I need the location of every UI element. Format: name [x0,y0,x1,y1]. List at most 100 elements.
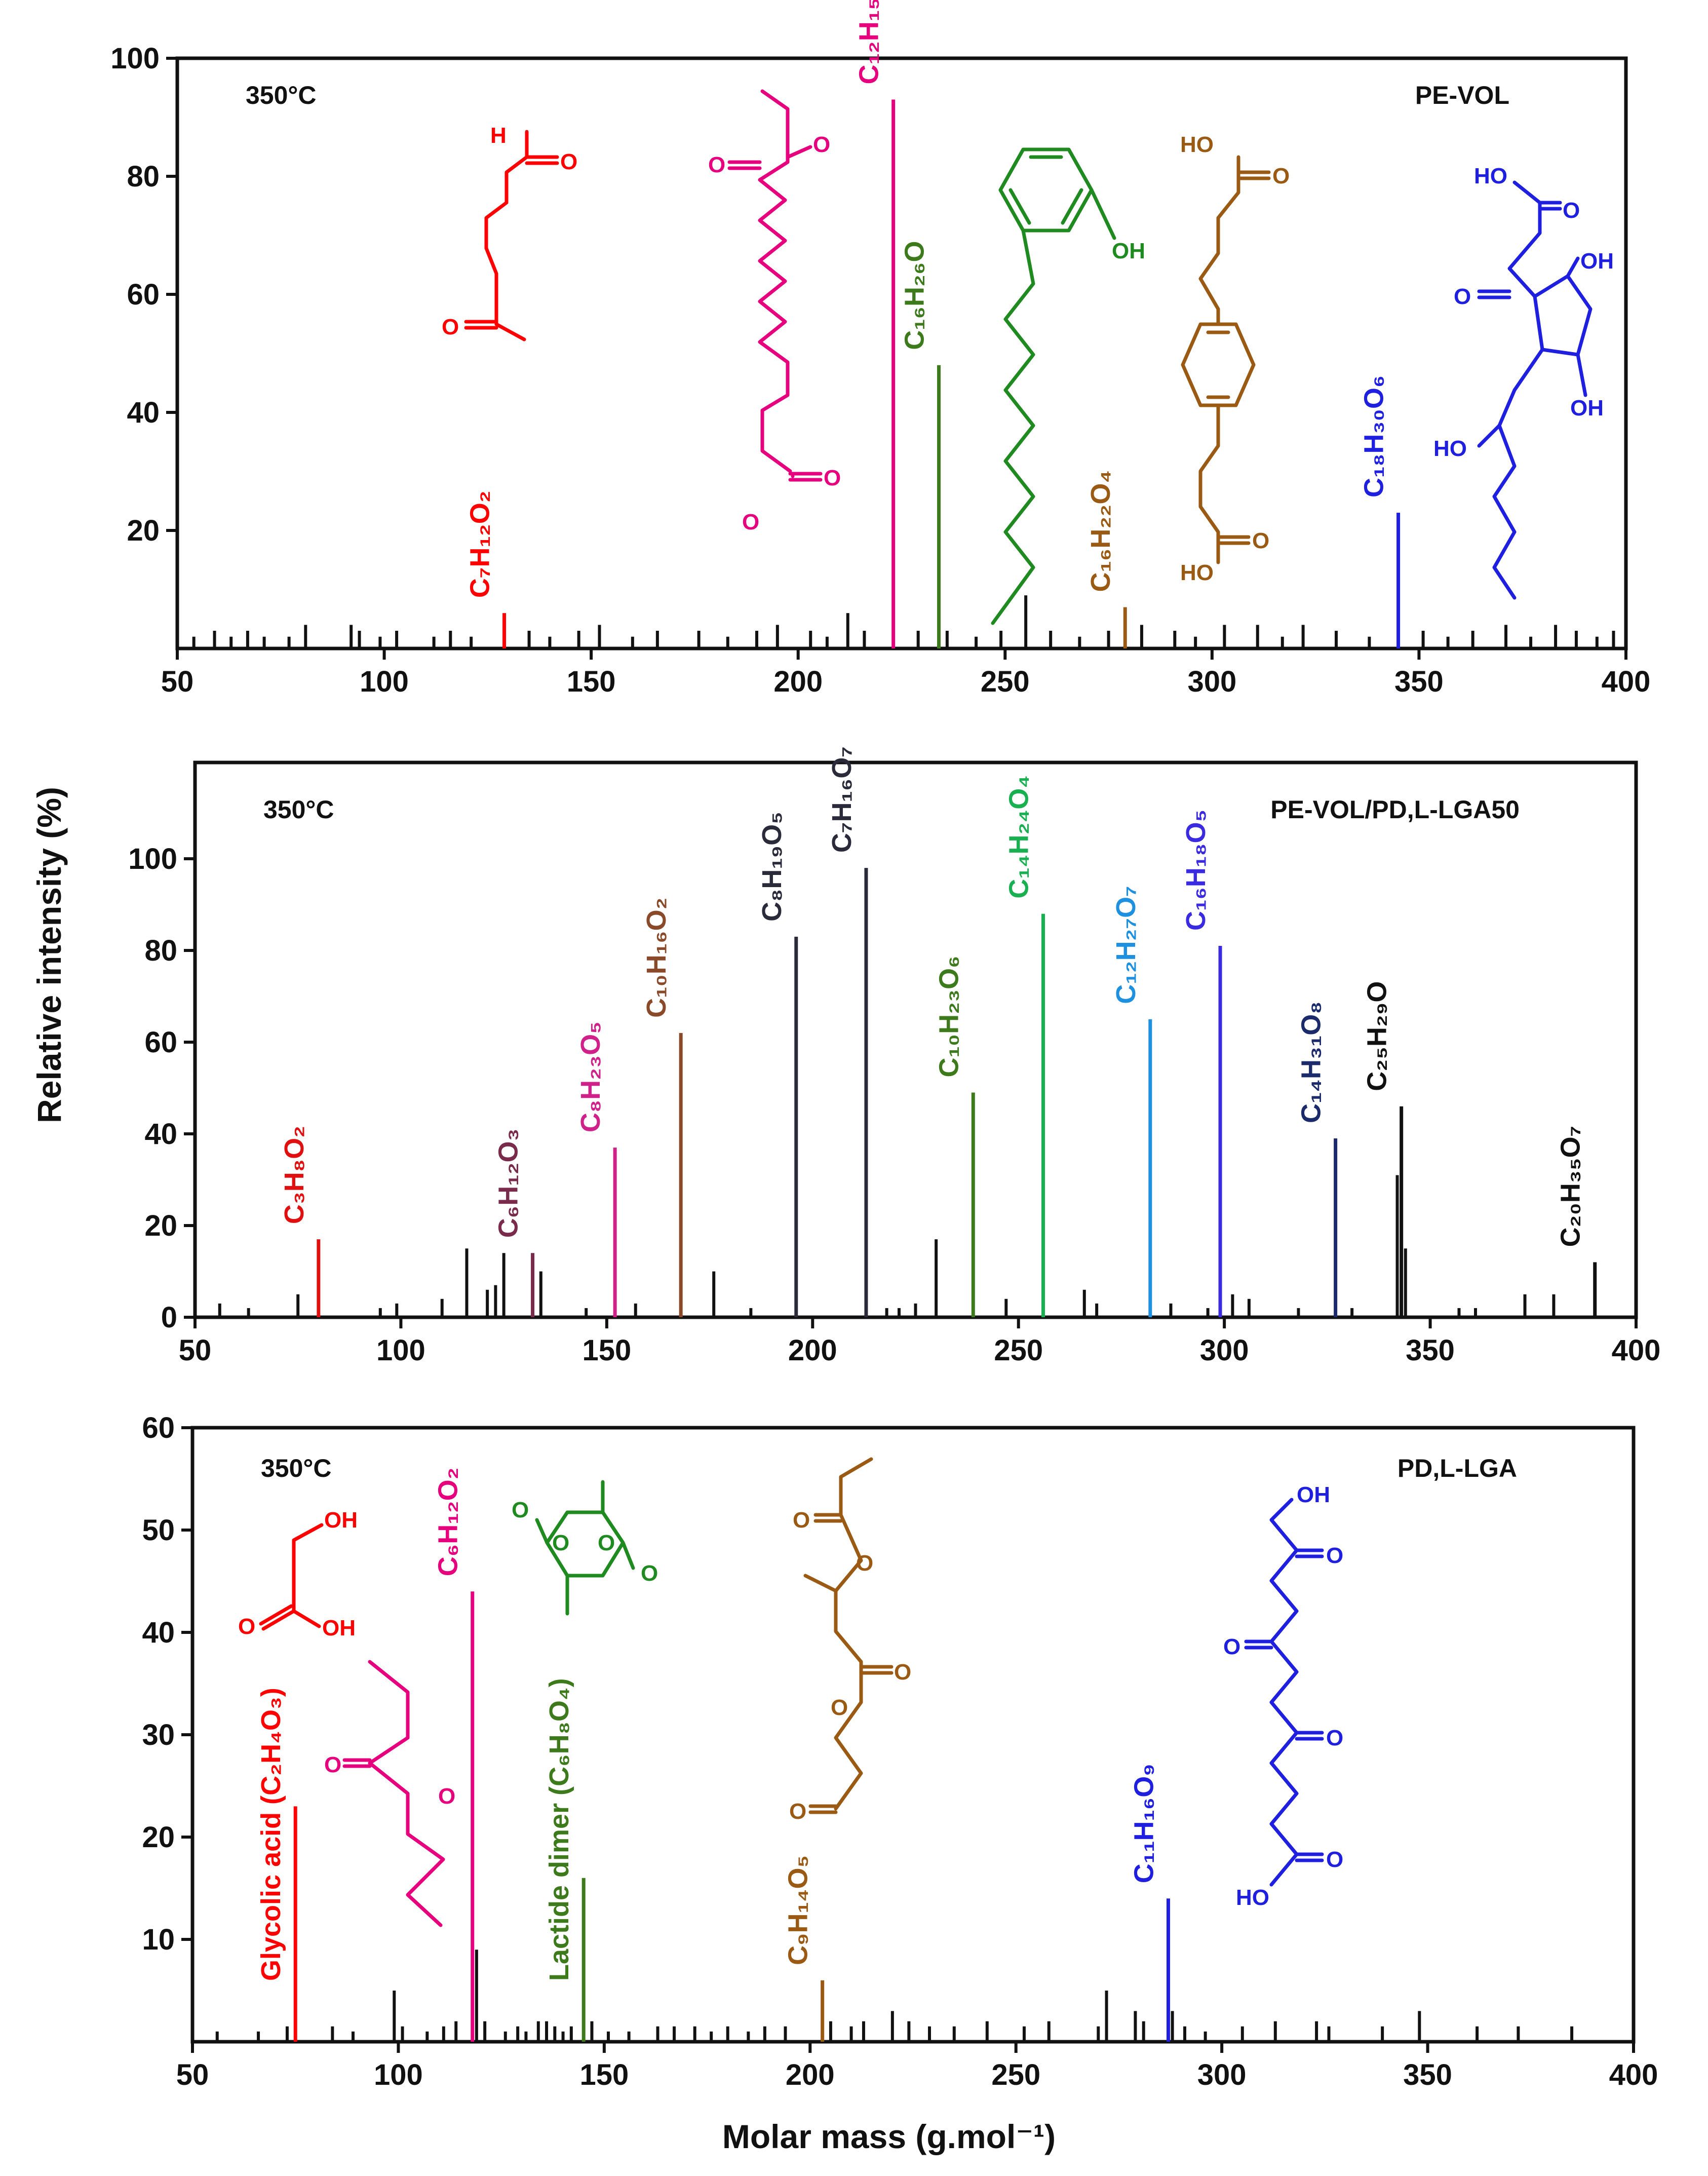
x-tick-label: 100 [374,2058,423,2091]
y-tick-label: 40 [127,396,160,429]
atom-label: O [641,1561,658,1586]
y-tick-label: 100 [128,843,177,875]
peak-label: C₆H₁₂O₃ [493,1128,524,1238]
x-tick-label: 200 [773,665,823,698]
y-tick-label: 10 [142,1923,175,1956]
atom-label: H [490,123,507,148]
structure-lactide: O O O O [512,1480,658,1616]
panel-title: PD,L-LGA [1398,1454,1517,1482]
atom-label: O [598,1531,615,1555]
plot-frame [175,56,1628,651]
atom-label: O [1326,1847,1343,1872]
x-tick-label: 250 [994,1334,1043,1367]
peak-label: C₁₈H₃₀O₆ [1359,375,1389,498]
peak-label: C₁₆H₂₂O₄ [1085,470,1116,592]
y-tick-label: 80 [144,934,177,967]
x-tick-label: 300 [1197,2058,1247,2091]
peak-label: C₂₀H₃₅O₇ [1556,1126,1586,1247]
peak-label: Lactide dimer (C₆H₈O₄) [544,1678,574,1981]
atom-label: O [1326,1726,1343,1750]
atom-label: O [1326,1543,1343,1568]
atom-label: OH [1112,239,1145,263]
atom-label: HO [1474,164,1507,188]
peak-label: C₉H₁₄O₅ [783,1855,813,1965]
atom-label: O [708,152,725,177]
atom-label: O [324,1752,341,1777]
y-tick-label: 80 [127,160,160,193]
x-tick-label: 100 [376,1334,425,1367]
peak-label: C₇H₁₆O₇ [827,746,857,853]
peak-label: C₁₂H₂₇O₇ [1111,886,1141,1004]
x-tick-label: 150 [582,1334,631,1367]
x-tick-label: 250 [991,2058,1040,2091]
panel-condition: 350°C [261,1454,332,1482]
x-axis-label: Molar mass (g.mol⁻¹) [722,2118,1056,2155]
atom-label: OH [324,1508,358,1533]
structure-glycolide-oligomer: OH O O O O HO [1223,1482,1343,1910]
panel-bottom: 50 100 150 200 250 300 350 400 10 20 30 40 50 60 350°C… [142,1411,1658,2091]
y-tick-label: 20 [142,1821,175,1854]
peak-label: C₈H₂₃O₅ [575,1021,606,1132]
atom-label: OH [322,1616,356,1640]
atom-label: HO [1180,560,1214,585]
atom-label: O [831,1695,848,1720]
x-tick-label: 150 [567,665,616,698]
x-tick-label: 200 [788,1334,837,1367]
y-tick-label: 60 [142,1411,175,1444]
atom-label: O [1223,1634,1240,1659]
x-tick-label: 300 [1187,665,1236,698]
x-tick-label: 50 [176,2058,209,2091]
x-tick-label: 350 [1394,665,1444,698]
y-tick-label: 20 [127,514,160,547]
x-tick-label: 150 [579,2058,629,2091]
x-tick-label: 250 [981,665,1030,698]
panel-condition: 350°C [263,795,334,824]
x-tick-label: 50 [161,665,194,698]
y-tick-label: 100 [110,42,160,75]
atom-label: O [1563,198,1580,223]
y-tick-label: 50 [142,1514,175,1547]
panel-top: 50 100 150 200 250 300 350 400 20 40 60 80 100 350°C P… [110,0,1650,698]
atom-label: O [1272,164,1290,188]
x-tick-label: 400 [1609,2058,1658,2091]
panel-condition: 350°C [246,81,317,109]
peak-label: Glycolic acid (C₂H₄O₃) [256,1688,286,1981]
atom-label: O [552,1531,569,1555]
peak-label: C₁₄H₃₁O₈ [1296,1001,1327,1123]
structure-prostaglandin: HO O O OH OH HO [1433,164,1614,600]
x-tick-label: 200 [786,2058,835,2091]
atom-label: O [442,315,459,339]
atom-label: O [1252,528,1269,553]
y-axis-label: Relative intensity (%) [30,787,68,1123]
peak-label: C₁₂H₁₅O₄ [854,0,884,85]
x-tick-label: 400 [1602,665,1651,698]
x-tick-label: 50 [179,1334,212,1367]
atom-label: HO [1236,1885,1269,1910]
panel-middle: 50 100 150 200 250 300 350 400 0 20 40 60 80 100 350°C… [128,746,1660,1367]
atom-label: O [560,149,577,174]
x-tick-label: 350 [1403,2058,1452,2091]
atom-label: O [1454,284,1471,309]
peak-label: C₇H₁₂O₂ [465,490,495,598]
structure-alkylphenol: OH [991,147,1145,625]
peak-label: C₂₅H₂₉O [1362,981,1392,1091]
x-tick-label: 350 [1406,1334,1455,1367]
charts-layer: 50 100 150 200 250 300 350 400 20 40 60 80 100 350°C P… [110,0,1660,2091]
peak-label: C₆H₁₂O₂ [433,1467,463,1576]
atom-label: HO [1433,436,1467,461]
peak-label: C₁₄H₂₄O₄ [1003,775,1034,899]
structure-aromatic-diacid: HO O O HO [1180,132,1290,585]
structure-propyl-ester: O O [324,1660,455,1927]
atom-label: O [238,1614,255,1639]
y-tick-label: 60 [144,1026,177,1059]
peak-label: C₃H₈O₂ [279,1126,309,1224]
y-tick-label: 60 [127,278,160,311]
y-tick-label: 40 [144,1118,177,1151]
peak-label: C₁₆H₂₆O [900,241,930,350]
atom-label: O [813,132,830,157]
atom-label: O [789,1799,806,1824]
structure-oligoester: O O O O O [789,1457,911,1824]
atom-label: HO [1180,132,1214,157]
atom-label: OH [1580,249,1614,274]
atom-label: O [512,1498,529,1522]
